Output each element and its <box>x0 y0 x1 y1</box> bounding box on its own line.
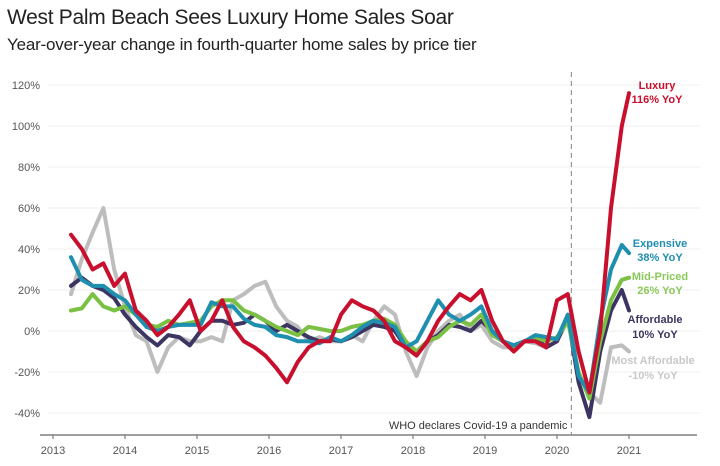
series-label-expensive: Expensive <box>633 238 687 250</box>
x-tick-label: 2019 <box>473 445 497 457</box>
y-tick-label: 40% <box>18 244 40 256</box>
series-line-luxury <box>69 91 631 395</box>
y-tick-label: 20% <box>18 285 40 297</box>
series-value-mid-priced: 26% YoY <box>637 285 683 297</box>
chart-subtitle: Year-over-year change in fourth-quarter … <box>7 35 477 54</box>
x-tick-label: 2018 <box>401 445 425 457</box>
x-tick-label: 2021 <box>617 445 641 457</box>
x-tick-label: 2017 <box>329 445 353 457</box>
y-tick-label: 0% <box>24 326 40 338</box>
series-label-affordable: Affordable <box>628 314 683 326</box>
x-tick-label: 2015 <box>185 445 209 457</box>
x-tick-label: 2013 <box>41 445 65 457</box>
y-tick-label: -20% <box>14 367 40 379</box>
series-value-luxury: 116% YoY <box>632 94 684 106</box>
y-tick-label: 100% <box>12 121 40 133</box>
y-tick-label: 80% <box>18 162 40 174</box>
series-value-most-affordable: -10% YoY <box>628 370 678 382</box>
series-line-expensive <box>69 242 631 395</box>
series-label-luxury: Luxury <box>639 80 677 92</box>
series-label-most-affordable: Most Affordable <box>611 355 694 367</box>
series-label-mid-priced: Mid-Priced <box>632 271 688 283</box>
chart-title: West Palm Beach Sees Luxury Home Sales S… <box>7 6 454 29</box>
x-tick-label: 2016 <box>257 445 281 457</box>
pandemic-annotation: WHO declares Covid-19 a pandemic <box>389 420 568 432</box>
series-value-affordable: 10% YoY <box>632 329 678 341</box>
series-value-expensive: 38% YoY <box>637 252 683 264</box>
x-tick-label: 2020 <box>545 445 569 457</box>
x-tick-label: 2014 <box>113 445 137 457</box>
series-line-mid-priced <box>69 275 631 401</box>
y-tick-label: -40% <box>14 408 40 420</box>
y-tick-label: 120% <box>12 80 40 92</box>
y-tick-label: 60% <box>18 203 40 215</box>
